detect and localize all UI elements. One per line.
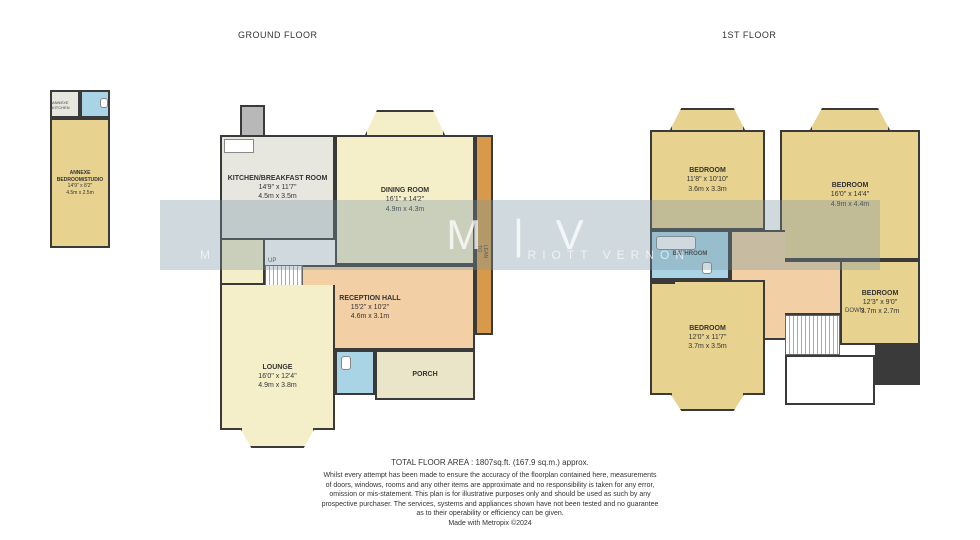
bed1-imperial: 11'8" x 10'10" <box>687 175 729 184</box>
lounge-room: LOUNGE 16'0" x 12'4" 4.9m x 3.8m <box>220 285 335 430</box>
watermark-sub-left: M <box>200 248 216 262</box>
porch-name: PORCH <box>412 370 437 379</box>
bed4-imperial: 12'0" x 11'7" <box>689 333 727 342</box>
bed2-imperial: 16'0" x 14'4" <box>831 190 869 199</box>
bath-name: BATHROOM <box>673 251 708 259</box>
footer-line4: prospective purchaser. The services, sys… <box>0 500 980 509</box>
lean-to <box>475 135 493 335</box>
bed4-bay <box>670 393 745 411</box>
bed2-bay <box>810 108 890 130</box>
reception-metric: 4.6m x 3.1m <box>351 312 390 321</box>
bath-tub-icon <box>656 236 696 250</box>
annexe-title: ANNEXE BEDROOM/STUDIO <box>52 170 108 183</box>
bedroom-1: BEDROOM 11'8" x 10'10" 3.6m x 3.3m <box>650 130 765 230</box>
bed1-bay <box>670 108 745 130</box>
bed2-name: BEDROOM <box>832 181 869 190</box>
leanto-label: LEAN TO <box>476 245 488 258</box>
bathroom: BATHROOM <box>650 230 730 280</box>
dining-name: DINING ROOM <box>381 186 429 195</box>
annexe-kitchen-label: ANNEXE KITCHEN <box>52 100 70 110</box>
kitchen-name: KITCHEN/BREAKFAST ROOM <box>228 174 328 183</box>
annexe-metric: 4.5m x 2.5m <box>66 190 94 197</box>
dining-room: DINING ROOM 16'1" x 14'2" 4.9m x 4.3m <box>335 135 475 265</box>
first-void <box>785 355 875 405</box>
counter-icon <box>224 139 254 153</box>
kitchen-metric: 4.5m x 3.5m <box>258 192 297 201</box>
first-closet <box>875 345 920 385</box>
bed1-metric: 3.6m x 3.3m <box>688 185 727 194</box>
footer-line1: Whilst every attempt has been made to en… <box>0 471 980 480</box>
bed2-metric: 4.9m x 4.4m <box>831 200 870 209</box>
reception-name: RECEPTION HALL <box>339 294 400 303</box>
toilet-icon-2 <box>341 356 351 370</box>
kitchen-room: KITCHEN/BREAKFAST ROOM 14'9" x 11'7" 4.5… <box>220 135 335 240</box>
porch-room: PORCH <box>375 350 475 400</box>
bed4-name: BEDROOM <box>689 324 726 333</box>
footer-line3: omission or mis-statement. This plan is … <box>0 490 980 499</box>
dining-bay <box>365 110 445 135</box>
dining-metric: 4.9m x 4.3m <box>386 205 425 214</box>
reception-imperial: 15'2" x 10'2" <box>351 303 389 312</box>
toilet-icon <box>100 98 108 108</box>
lounge-metric: 4.9m x 3.8m <box>258 381 297 390</box>
footer-area: TOTAL FLOOR AREA : 1807sq.ft. (167.9 sq.… <box>0 458 980 469</box>
bedroom-3: BEDROOM 12'3" x 9'0" 3.7m x 2.7m <box>840 260 920 345</box>
down-label: DOWN <box>845 308 864 314</box>
annexe-bedroom: ANNEXE BEDROOM/STUDIO 14'9" x 8'2" 4.5m … <box>50 118 110 248</box>
ground-utility-jut <box>240 105 265 135</box>
footer: TOTAL FLOOR AREA : 1807sq.ft. (167.9 sq.… <box>0 458 980 528</box>
spacer <box>650 280 675 284</box>
up-label: UP <box>268 258 276 264</box>
ground-floor-label: GROUND FLOOR <box>238 30 318 40</box>
ground-landing <box>220 240 265 285</box>
lounge-bay <box>240 428 315 448</box>
bed1-name: BEDROOM <box>689 166 726 175</box>
first-landing-2 <box>785 260 840 315</box>
bed3-imperial: 12'3" x 9'0" <box>863 298 898 307</box>
first-floor-label: 1ST FLOOR <box>722 30 776 40</box>
dining-imperial: 16'1" x 14'2" <box>386 195 424 204</box>
kitchen-imperial: 14'9" x 11'7" <box>259 183 297 192</box>
shower-room <box>335 350 375 395</box>
bed3-metric: 3.7m x 2.7m <box>861 307 900 316</box>
bedroom-4: BEDROOM 12'0" x 11'7" 3.7m x 3.5m <box>650 280 765 395</box>
annexe-wc <box>80 90 110 118</box>
toilet-icon-3 <box>702 262 712 274</box>
bed4-metric: 3.7m x 3.5m <box>688 342 727 351</box>
bed3-name: BEDROOM <box>862 289 899 298</box>
footer-line2: of doors, windows, rooms and any other i… <box>0 481 980 490</box>
footer-line6: Made with Metropix ©2024 <box>0 519 980 528</box>
footer-line5: as to their operability or efficiency ca… <box>0 509 980 518</box>
stairs-first <box>785 315 840 355</box>
bedroom-2: BEDROOM 16'0" x 14'4" 4.9m x 4.4m <box>780 130 920 260</box>
lounge-name: LOUNGE <box>263 363 293 372</box>
lounge-imperial: 16'0" x 12'4" <box>258 372 296 381</box>
